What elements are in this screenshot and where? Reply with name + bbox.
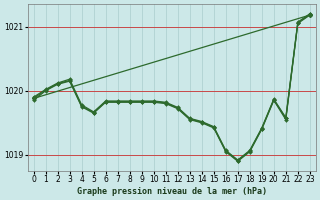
X-axis label: Graphe pression niveau de la mer (hPa): Graphe pression niveau de la mer (hPa) xyxy=(77,187,267,196)
